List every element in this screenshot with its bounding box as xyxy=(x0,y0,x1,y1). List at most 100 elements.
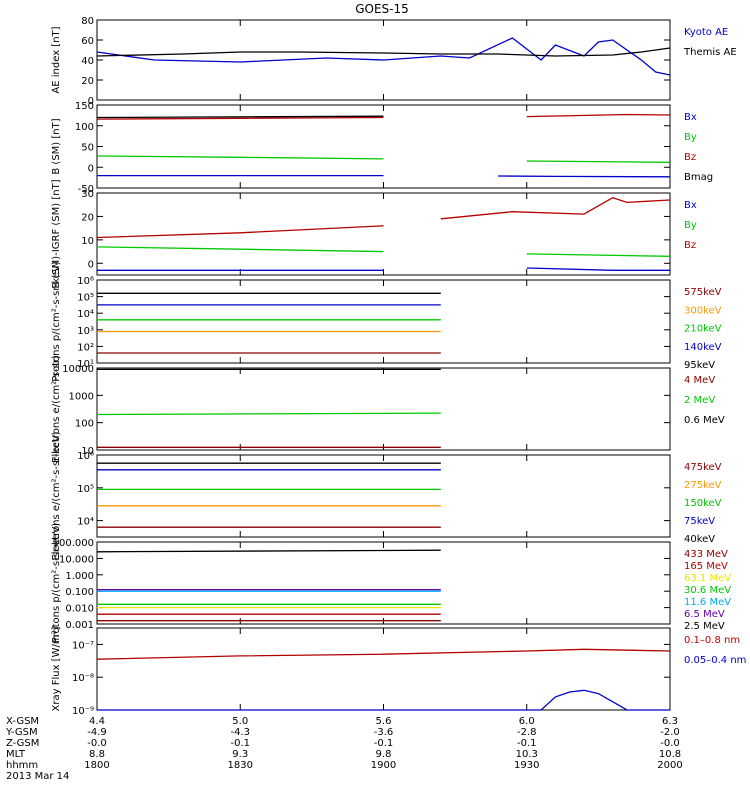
y-tick-label: 40 xyxy=(81,56,94,67)
footer-row-label: Z-GSM xyxy=(6,738,39,749)
footer-row-label: 2013 Mar 14 xyxy=(6,771,69,782)
y-tick-label: 10.000 xyxy=(59,554,94,565)
footer-value: 2000 xyxy=(657,760,682,771)
legend-entry: 4 MeV xyxy=(684,375,715,386)
legend-entry: By xyxy=(684,220,697,231)
y-tick-label: 30 xyxy=(81,189,94,200)
y-tick-label: 10³ xyxy=(77,326,94,337)
panel-8: 10⁻⁹ 10⁻⁸ 10⁻⁷ Xray Flux [W/m²] 0.1–0.8 nm 0.… xyxy=(51,626,746,717)
series-line xyxy=(97,588,670,590)
y-tick-label: 10⁴ xyxy=(77,517,94,528)
series-line xyxy=(97,549,670,552)
footer-value: 4.4 xyxy=(89,716,105,727)
footer-value: -0.1 xyxy=(230,738,250,749)
y-tick-label: 150 xyxy=(75,101,94,112)
footer-value: -2.8 xyxy=(517,727,537,738)
y-tick-label: 10000 xyxy=(62,364,94,375)
series-line xyxy=(96,648,671,660)
footer-value: 5.6 xyxy=(376,716,392,727)
y-tick-label: 0 xyxy=(88,163,94,174)
footer-value: 10.8 xyxy=(659,749,681,760)
legend-entry: Kyoto AE xyxy=(684,27,728,38)
series-line xyxy=(96,37,671,76)
chart-title: GOES-15 xyxy=(355,2,409,16)
legend-entry: 0.1–0.8 nm xyxy=(684,635,740,646)
legend-entry: 475keV xyxy=(684,462,722,473)
footer-row-label: X-GSM xyxy=(6,716,39,727)
legend-entry: Bmag xyxy=(684,172,713,183)
legend-entry: 150keV xyxy=(684,498,722,509)
y-tick-label: 0.001 xyxy=(65,620,94,631)
y-tick-label: 10 xyxy=(81,236,94,247)
footer-value: 1800 xyxy=(84,760,109,771)
legend-entry: Themis AE xyxy=(683,47,737,58)
footer-value: 6.0 xyxy=(519,716,535,727)
legend-entry: 0.05–0.4 nm xyxy=(684,655,746,666)
legend-entry: 0.6 MeV xyxy=(684,415,725,426)
y-axis-label: Protons p/(cm²-s-sr-keV) xyxy=(51,523,62,644)
legend-entry: 2.5 MeV xyxy=(684,621,725,632)
legend-entry: By xyxy=(684,132,697,143)
y-axis-label: B (SM)-IGRF (SM) [nT] xyxy=(51,179,62,288)
footer-row-label: MLT xyxy=(6,749,26,760)
footer-value: 8.8 xyxy=(89,749,105,760)
y-tick-label: 1.000 xyxy=(65,571,94,582)
y-axis-label: Electrons e/(cm²-s-sr-keV) xyxy=(51,431,62,560)
panel-4: 10¹ 10² 10³ 10⁴ 10⁵ 10⁶ Protons p/(cm²-s-sr-ke… xyxy=(51,261,722,382)
panel-7: 0.001 0.010 0.100 1.000 10.000 100.000Protons… xyxy=(51,523,731,644)
y-tick-label: 60 xyxy=(81,36,94,47)
legend-entry: 165 MeV xyxy=(684,561,728,572)
legend-entry: 575keV xyxy=(684,287,722,298)
series-line xyxy=(97,462,670,463)
series-line xyxy=(97,330,670,332)
legend-entry: Bx xyxy=(684,200,697,211)
footer-value: -4.3 xyxy=(230,727,250,738)
y-tick-label: 10² xyxy=(77,342,94,353)
series-line xyxy=(96,196,671,239)
footer-value: -2.0 xyxy=(660,727,680,738)
legend-entry: 300keV xyxy=(684,305,722,316)
legend-entry: 210keV xyxy=(684,324,722,335)
y-tick-label: 50 xyxy=(81,143,94,154)
footer-value: -4.9 xyxy=(87,727,107,738)
series-line xyxy=(97,267,670,271)
y-tick-label: 10⁶ xyxy=(77,276,94,287)
footer-row-label: hhmm xyxy=(6,760,38,771)
legend-entry: 63.1 MeV xyxy=(684,573,731,584)
panel-1: 0 20 40 60 80 AE index [nT] Kyoto AE Themis AE xyxy=(51,16,737,107)
legend-entry: 11.6 MeV xyxy=(684,597,731,608)
legend-entry: 275keV xyxy=(684,480,722,491)
legend-entry: 433 MeV xyxy=(684,549,728,560)
legend-entry: 75keV xyxy=(684,516,715,527)
y-tick-label: 10 xyxy=(81,446,94,457)
y-tick-label: 80 xyxy=(81,16,94,27)
series-line xyxy=(96,155,671,163)
footer-value: 9.8 xyxy=(376,749,392,760)
y-axis-label: Electrons e/(cm²-s-sr) xyxy=(51,355,62,463)
y-tick-label: 10⁻⁹ xyxy=(72,706,94,717)
y-axis-label: B (SM) [nT] xyxy=(51,118,62,174)
panel-frame xyxy=(96,454,671,538)
footer-value: 5.0 xyxy=(232,716,248,727)
legend-entry: 95keV xyxy=(684,360,715,371)
footer-value: 1830 xyxy=(228,760,253,771)
legend-entry: Bz xyxy=(684,240,696,251)
series-line xyxy=(96,246,671,257)
footer-value: -0.0 xyxy=(87,738,107,749)
y-tick-label: 10⁻⁷ xyxy=(72,640,94,651)
panel-3: 0 10 20 30 B (SM)-IGRF (SM) [nT] Bx By Bz xyxy=(51,179,697,288)
y-axis-label: Xray Flux [W/m²] xyxy=(51,626,62,711)
series-line xyxy=(97,351,670,353)
panel-frame xyxy=(96,279,671,364)
legend-entry: 2 MeV xyxy=(684,395,715,406)
y-tick-label: 10⁵ xyxy=(77,293,94,304)
y-tick-label: 0.100 xyxy=(65,587,94,598)
series-line xyxy=(97,318,670,320)
panel-frame xyxy=(96,192,671,276)
y-tick-label: 10⁴ xyxy=(77,309,94,320)
panel-frame xyxy=(96,367,671,451)
series-line xyxy=(96,113,671,120)
series-line xyxy=(97,410,670,414)
